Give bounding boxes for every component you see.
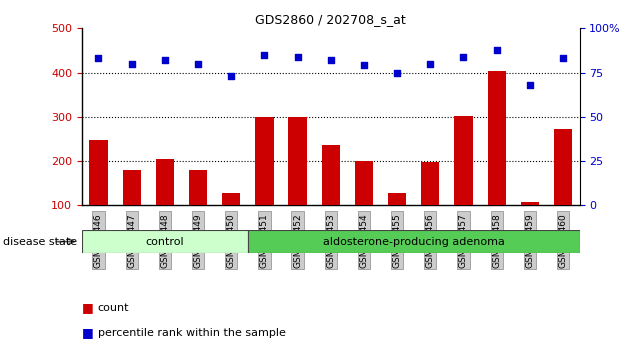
Text: ■: ■ xyxy=(82,302,94,314)
Point xyxy=(326,57,336,63)
Text: count: count xyxy=(98,303,129,313)
Bar xyxy=(82,230,248,253)
Bar xyxy=(222,193,240,250)
Point xyxy=(392,70,402,75)
Bar xyxy=(289,117,307,250)
Bar xyxy=(521,202,539,250)
Bar xyxy=(454,116,472,250)
Title: GDS2860 / 202708_s_at: GDS2860 / 202708_s_at xyxy=(255,13,406,26)
Point xyxy=(160,57,170,63)
Bar xyxy=(156,159,174,250)
Bar xyxy=(123,170,140,250)
Bar xyxy=(248,230,580,253)
Point xyxy=(525,82,535,88)
Text: percentile rank within the sample: percentile rank within the sample xyxy=(98,328,285,338)
Bar xyxy=(255,117,273,250)
Bar xyxy=(355,161,373,250)
Point xyxy=(558,56,568,61)
Text: control: control xyxy=(146,236,184,247)
Point xyxy=(359,63,369,68)
Point xyxy=(193,61,203,67)
Bar xyxy=(89,140,108,250)
Point xyxy=(226,73,236,79)
Bar xyxy=(421,162,439,250)
Point xyxy=(491,47,501,52)
Point xyxy=(127,61,137,67)
Point xyxy=(459,54,469,59)
Text: ■: ■ xyxy=(82,326,94,339)
Bar xyxy=(554,129,572,250)
Bar xyxy=(388,193,406,250)
Point xyxy=(93,56,103,61)
Point xyxy=(425,61,435,67)
Text: aldosterone-producing adenoma: aldosterone-producing adenoma xyxy=(323,236,505,247)
Bar xyxy=(488,71,506,250)
Point xyxy=(292,54,302,59)
Bar xyxy=(189,170,207,250)
Point xyxy=(260,52,270,58)
Text: disease state: disease state xyxy=(3,238,77,247)
Bar xyxy=(322,145,340,250)
